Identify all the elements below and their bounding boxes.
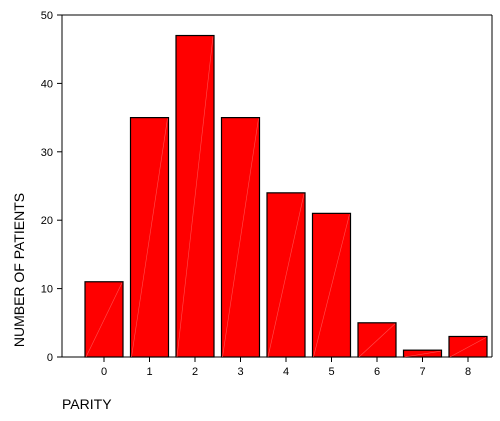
x-tick-label: 5	[328, 366, 334, 378]
bar-3	[220, 116, 261, 358]
bar-5	[311, 212, 352, 358]
x-tick-label: 2	[192, 366, 198, 378]
bar-1	[129, 116, 170, 358]
bar-shade-line	[313, 214, 350, 358]
x-tick-label: 6	[374, 366, 380, 378]
bar-shade-line	[358, 323, 396, 358]
bar-shade-line	[404, 350, 441, 358]
x-tick-label: 7	[419, 366, 425, 378]
bar-shade-line	[85, 282, 123, 358]
bar-0	[84, 281, 124, 358]
bar-7	[402, 349, 443, 358]
x-tick-label: 8	[465, 366, 471, 378]
bar-2	[175, 34, 215, 358]
bar-shade-line	[176, 36, 214, 358]
bar-8	[448, 335, 488, 358]
bar-shade-line	[131, 118, 168, 358]
bars	[84, 34, 488, 358]
bar-6	[357, 322, 397, 358]
x-tick-label: 4	[283, 366, 289, 378]
bar-rect	[448, 335, 488, 358]
y-tick-label: 40	[41, 78, 53, 90]
y-tick-label: 50	[41, 10, 53, 22]
x-tick-label: 0	[101, 366, 107, 378]
bar-shade-line	[449, 337, 487, 358]
y-tick-label: 30	[41, 147, 53, 159]
bar-4	[266, 192, 306, 358]
y-axis-title: NUMBER OF PATIENTS	[11, 193, 27, 347]
bar-shade-line	[222, 118, 259, 358]
y-tick-label: 20	[41, 215, 53, 227]
x-axis: 0 1 2 3 4 5 6 7 8	[101, 357, 471, 378]
y-tick-label: 10	[41, 284, 53, 296]
x-tick-label: 1	[146, 366, 152, 378]
x-axis-title: PARITY	[62, 396, 112, 412]
y-axis: 0 10 20 30 40 50	[41, 10, 62, 364]
bar-shade-line	[267, 193, 305, 358]
y-tick-label: 0	[47, 352, 53, 364]
x-tick-label: 3	[237, 366, 243, 378]
